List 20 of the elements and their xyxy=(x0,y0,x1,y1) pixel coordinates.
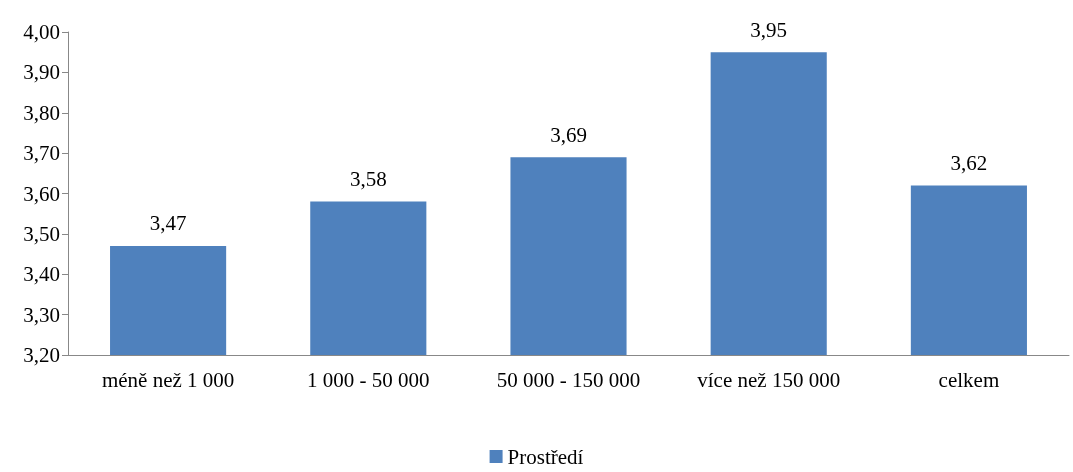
y-tick-label: 3,20 xyxy=(23,343,60,367)
data-label: 3,47 xyxy=(149,211,187,236)
x-tick-label: celkem xyxy=(938,367,1000,392)
y-tick-label: 3,90 xyxy=(23,60,60,85)
x-tick-label: více než 150 000 xyxy=(697,367,841,392)
y-tick-label: 4,00 xyxy=(23,20,60,44)
data-label: 3,58 xyxy=(349,167,387,192)
x-tick-label: 50 000 - 150 000 xyxy=(496,367,641,392)
y-tick-label: 3,40 xyxy=(23,262,60,287)
y-tick-label: 3,30 xyxy=(23,302,60,327)
data-label: 3,95 xyxy=(750,17,788,42)
data-label: 3,62 xyxy=(950,150,988,175)
y-tick-label: 3,70 xyxy=(23,141,60,166)
legend-label: Prostředí xyxy=(507,444,584,469)
y-tick-label: 3,60 xyxy=(23,181,60,206)
y-tick-label: 3,50 xyxy=(23,221,60,246)
x-tick-label: méně než 1 000 xyxy=(101,367,235,392)
x-tick-label: 1 000 - 50 000 xyxy=(307,367,430,392)
data-label: 3,69 xyxy=(550,122,587,147)
y-tick-label: 3,80 xyxy=(23,100,60,125)
